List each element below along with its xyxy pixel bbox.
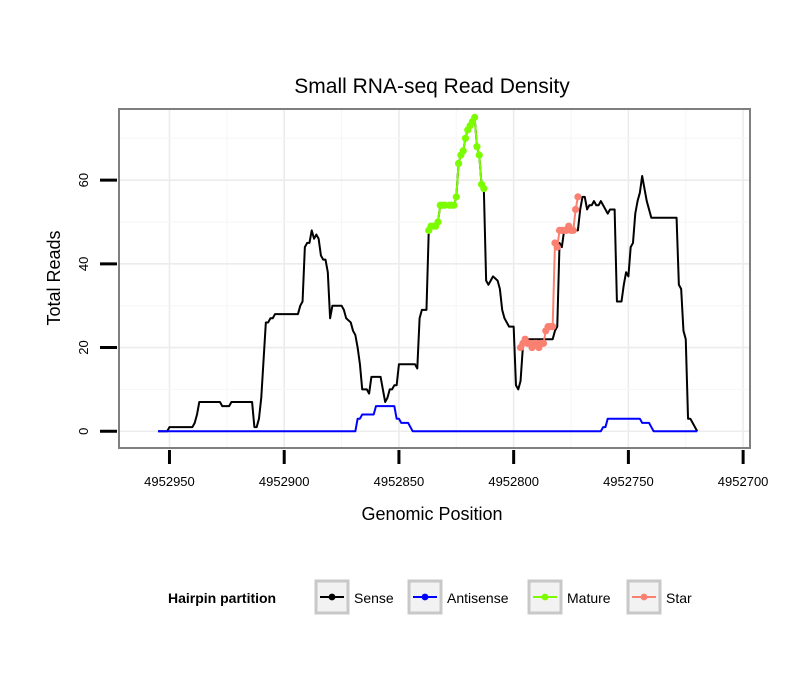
y-tick-label: 0 (76, 428, 91, 435)
y-tick-label: 40 (76, 257, 91, 271)
y-axis: 0 20 40 60 (76, 173, 117, 435)
legend-key-point-antisense (421, 593, 429, 601)
data-point-mature (459, 147, 467, 155)
legend-key-point-star (640, 593, 648, 601)
data-point-star (569, 226, 577, 234)
y-tick-label: 60 (76, 173, 91, 187)
legend-item-sense: Sense (314, 579, 394, 615)
data-point-star (549, 323, 557, 331)
series-layer (158, 113, 699, 433)
series-line-antisense (158, 405, 698, 433)
legend-label-antisense: Antisense (447, 590, 509, 606)
legend-items: Sense Antisense Mature Star (314, 579, 692, 615)
legend-title: Hairpin partition (168, 590, 276, 606)
data-point-star (539, 339, 548, 347)
legend-label-star: Star (666, 590, 692, 606)
legend-item-star: Star (626, 579, 692, 615)
legend-label-mature: Mature (567, 590, 611, 606)
x-tick-label: 4952850 (374, 474, 425, 489)
data-point-mature (480, 184, 488, 193)
data-point-star (553, 243, 561, 251)
legend-key-point-sense (328, 593, 336, 601)
legend: Hairpin partition Sense Antisense Mature St… (168, 579, 692, 615)
series-mature (425, 113, 488, 234)
x-axis: 4952950 4952900 4952850 4952800 4952750 49527… (144, 450, 768, 489)
legend-item-antisense: Antisense (407, 579, 509, 615)
data-point-star (574, 193, 582, 201)
grid (119, 109, 750, 448)
data-point-mature (454, 159, 463, 168)
y-tick-label: 20 (76, 340, 91, 354)
x-tick-label: 4952900 (259, 474, 310, 489)
x-tick-label: 4952750 (603, 474, 654, 489)
series-star (516, 193, 582, 352)
legend-label-sense: Sense (354, 590, 394, 606)
data-point-mature (471, 113, 479, 121)
chart-title: Small RNA-seq Read Density (294, 75, 570, 98)
data-point-mature (473, 143, 481, 151)
data-point-mature (475, 151, 483, 159)
x-tick-label: 4952700 (718, 474, 769, 489)
x-axis-title: Genomic Position (361, 504, 502, 524)
legend-key-point-mature (541, 593, 549, 601)
data-point-star (572, 205, 580, 214)
legend-item-mature: Mature (527, 579, 611, 615)
data-point-mature (461, 134, 470, 142)
x-tick-label: 4952950 (144, 474, 195, 489)
y-axis-title: Total Reads (44, 230, 64, 325)
data-point-mature (452, 193, 460, 201)
x-tick-label: 4952800 (488, 474, 539, 489)
series-line-sense (158, 116, 699, 433)
data-point-mature (450, 201, 458, 209)
series-sense (158, 116, 699, 433)
data-point-mature (434, 218, 442, 226)
plot-panel-border (118, 108, 751, 449)
series-antisense (158, 405, 698, 433)
